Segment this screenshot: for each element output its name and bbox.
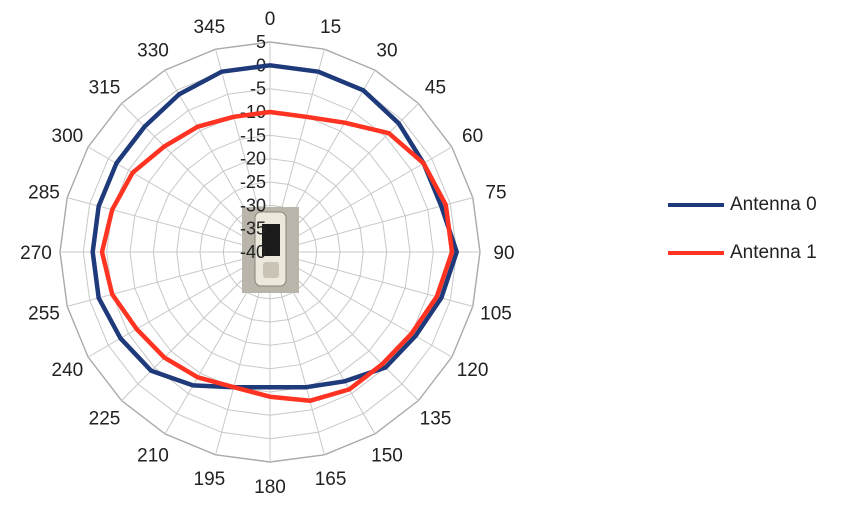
angle-tick-label: 45 bbox=[425, 78, 446, 99]
angle-tick-label: 195 bbox=[194, 469, 226, 490]
radial-tick-label: -20 bbox=[240, 149, 266, 169]
legend-item-antenna-1: Antenna 1 bbox=[668, 240, 817, 266]
grid-spoke bbox=[87, 251, 271, 358]
angle-tick-label: 225 bbox=[89, 409, 121, 430]
angle-tick-label: 30 bbox=[376, 40, 397, 61]
angle-tick-label: 285 bbox=[28, 182, 60, 203]
angle-tick-label: 135 bbox=[420, 409, 452, 430]
radial-tick-label: -35 bbox=[240, 219, 266, 239]
radial-tick-label: 5 bbox=[256, 32, 266, 52]
angle-tick-label: 90 bbox=[493, 243, 514, 264]
angle-tick-label: 255 bbox=[28, 304, 60, 325]
angle-tick-label: 345 bbox=[194, 17, 226, 38]
angle-tick-label: 240 bbox=[52, 360, 84, 381]
device-photo-keypad bbox=[263, 262, 279, 278]
angle-tick-label: 75 bbox=[485, 182, 506, 203]
grid-spoke bbox=[67, 197, 271, 253]
series-line-antenna-1 bbox=[99, 109, 455, 404]
legend: Antenna 0 Antenna 1 bbox=[668, 192, 817, 288]
radial-tick-label: -15 bbox=[240, 125, 266, 145]
device-photo-screen bbox=[262, 224, 280, 256]
legend-item-antenna-0: Antenna 0 bbox=[668, 192, 817, 218]
angle-tick-label: 210 bbox=[137, 446, 169, 467]
grid-spoke bbox=[87, 146, 271, 253]
angle-tick-label: 180 bbox=[254, 477, 286, 498]
angle-tick-label: 300 bbox=[52, 126, 84, 147]
radial-tick-label: -40 bbox=[240, 242, 266, 262]
angle-tick-labels: 0 15 30 45 60 75 90 105 120 135 150 165 180 195 210 225… bbox=[20, 9, 514, 498]
series-lines bbox=[90, 63, 459, 404]
legend-swatch-antenna-0 bbox=[668, 203, 724, 207]
legend-swatch-antenna-1 bbox=[668, 251, 724, 255]
angle-tick-label: 315 bbox=[89, 78, 121, 99]
angle-tick-label: 60 bbox=[462, 126, 483, 147]
angle-tick-label: 0 bbox=[265, 9, 276, 30]
grid-spoke bbox=[67, 251, 271, 307]
angle-tick-label: 270 bbox=[20, 243, 52, 264]
angle-tick-label: 165 bbox=[315, 469, 347, 490]
grid-spoke bbox=[269, 251, 453, 358]
legend-label-antenna-1: Antenna 1 bbox=[730, 242, 817, 263]
angle-tick-label: 120 bbox=[457, 360, 489, 381]
legend-label-antenna-0: Antenna 0 bbox=[730, 194, 817, 215]
grid-spoke bbox=[269, 197, 473, 253]
angle-tick-label: 105 bbox=[480, 304, 512, 325]
radial-tick-label: -5 bbox=[250, 79, 266, 99]
radial-tick-label: -25 bbox=[240, 172, 266, 192]
angle-tick-label: 330 bbox=[137, 40, 169, 61]
angle-tick-label: 15 bbox=[320, 17, 341, 38]
radial-tick-label: -30 bbox=[240, 195, 266, 215]
angle-tick-label: 150 bbox=[371, 446, 403, 467]
